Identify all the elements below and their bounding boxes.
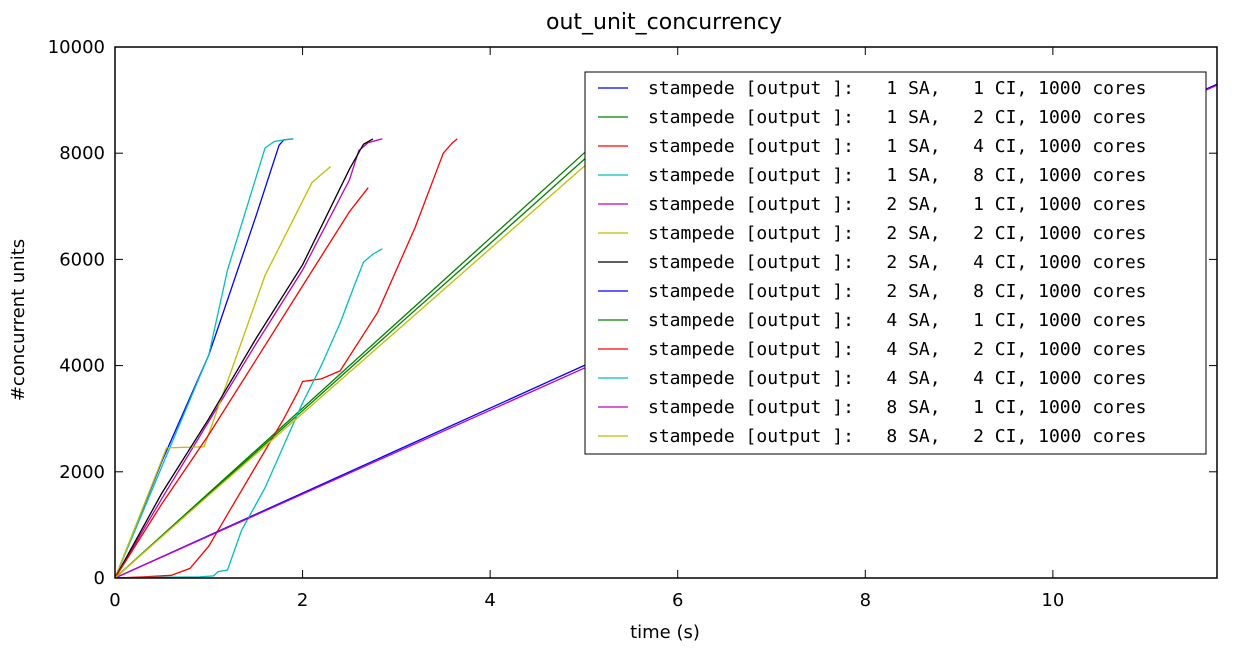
- series-line-3: [115, 138, 458, 578]
- legend-label-3: stampede [output ]: 1 SA, 4 CI, 1000 cor…: [648, 136, 1147, 157]
- legend-label-8: stampede [output ]: 2 SA, 8 CI, 1000 cor…: [648, 281, 1147, 302]
- legend-label-6: stampede [output ]: 2 SA, 2 CI, 1000 cor…: [648, 223, 1147, 244]
- y-tick-label: 4000: [59, 356, 105, 377]
- series-line-10: [115, 187, 369, 578]
- series-line-7: [115, 138, 374, 578]
- series-line-5: [115, 138, 383, 578]
- y-tick-label: 10000: [48, 37, 105, 58]
- legend-label-10: stampede [output ]: 4 SA, 2 CI, 1000 cor…: [648, 339, 1147, 360]
- ticks-layer: 0 2 4 6 8 10 0 2000 4000 6000 8000 10000: [48, 37, 1217, 611]
- x-tick-label: 2: [297, 590, 308, 611]
- x-tick-label: 4: [484, 590, 495, 611]
- legend-label-4: stampede [output ]: 1 SA, 8 CI, 1000 cor…: [648, 165, 1147, 186]
- y-axis-label: #concurrent units: [8, 239, 29, 401]
- x-tick-label: 6: [672, 590, 683, 611]
- x-tick-label: 0: [109, 590, 120, 611]
- legend: stampede [output ]: 1 SA, 1 CI, 1000 cor…: [584, 71, 1207, 455]
- legend-label-7: stampede [output ]: 2 SA, 4 CI, 1000 cor…: [648, 252, 1147, 273]
- legend-box: [584, 71, 1207, 455]
- x-tick-label: 10: [1041, 590, 1064, 611]
- series-layer: [115, 83, 1217, 578]
- legend-label-12: stampede [output ]: 8 SA, 1 CI, 1000 cor…: [648, 397, 1147, 418]
- y-tick-label: 6000: [59, 249, 105, 270]
- legend-label-2: stampede [output ]: 1 SA, 2 CI, 1000 cor…: [648, 107, 1147, 128]
- y-tick-label: 8000: [59, 143, 105, 164]
- series-line-4: [115, 138, 294, 578]
- chart-title: out_unit_concurrency: [546, 10, 782, 35]
- x-axis-label: time (s): [630, 622, 700, 643]
- y-tick-label: 2000: [59, 462, 105, 483]
- plot-frame: [114, 46, 1218, 579]
- series-line-13: [115, 158, 594, 578]
- series-line-9: [115, 144, 604, 578]
- legend-label-11: stampede [output ]: 4 SA, 4 CI, 1000 cor…: [648, 368, 1147, 389]
- legend-label-9: stampede [output ]: 4 SA, 1 CI, 1000 cor…: [648, 310, 1147, 331]
- legend-label-13: stampede [output ]: 8 SA, 2 CI, 1000 cor…: [648, 426, 1147, 447]
- series-line-6: [115, 166, 332, 578]
- series-line-2: [115, 138, 604, 578]
- x-tick-label: 8: [860, 590, 871, 611]
- legend-label-1: stampede [output ]: 1 SA, 1 CI, 1000 cor…: [648, 78, 1147, 99]
- series-line-11: [115, 248, 383, 578]
- legend-label-5: stampede [output ]: 2 SA, 1 CI, 1000 cor…: [648, 194, 1147, 215]
- y-tick-label: 0: [94, 568, 105, 589]
